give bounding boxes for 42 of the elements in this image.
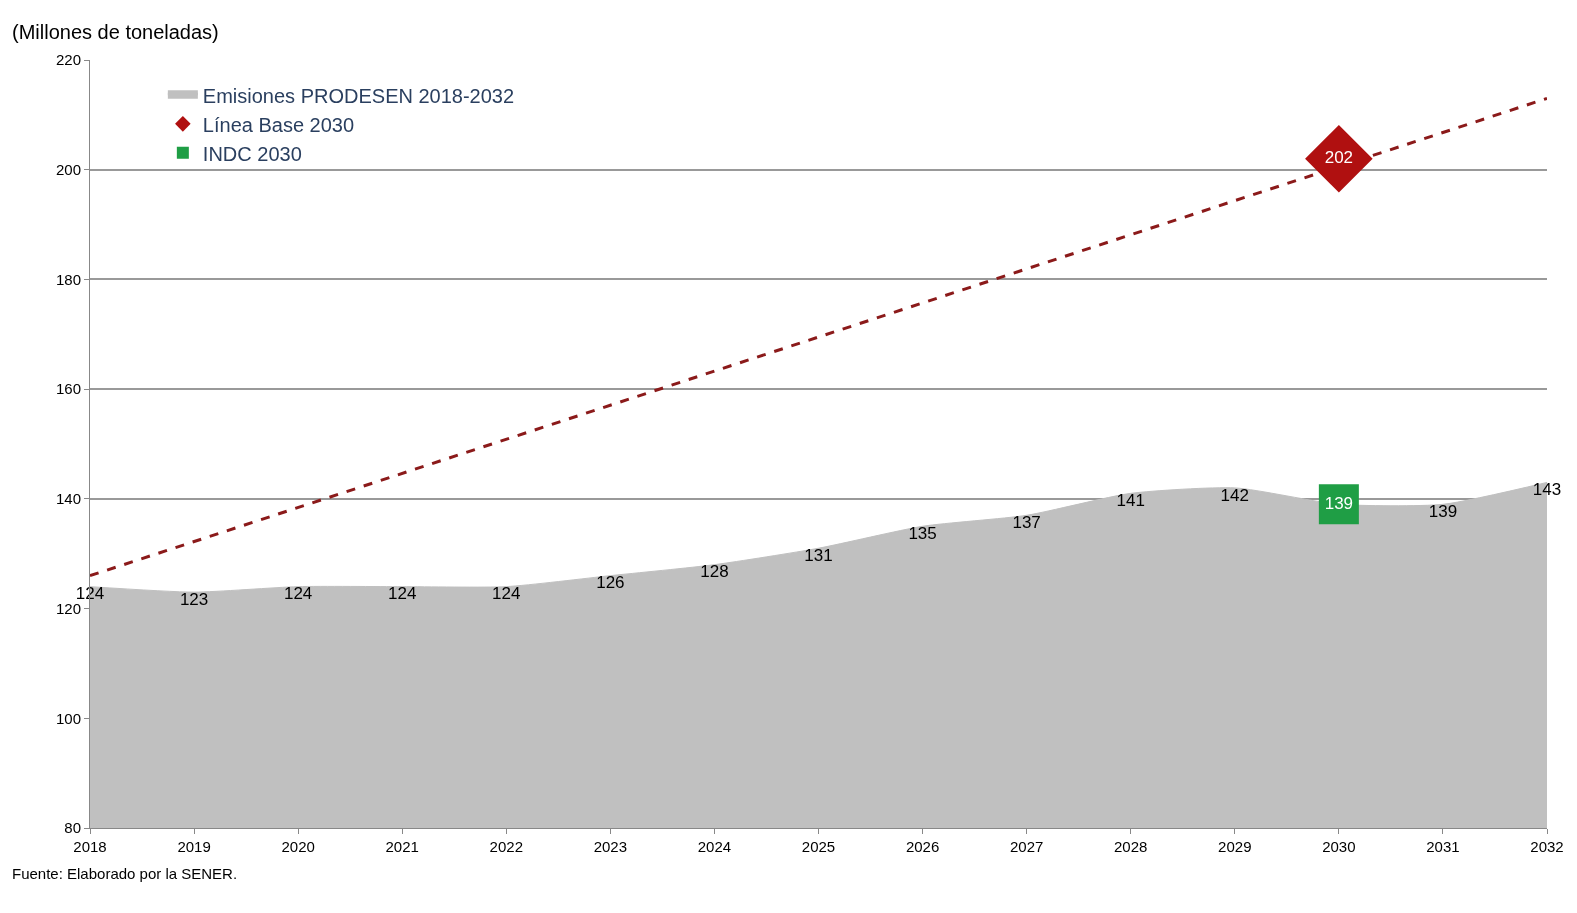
y-tick-label: 140: [55, 490, 81, 508]
x-tick-label: 2032: [1530, 838, 1564, 855]
data-label: 142: [1220, 485, 1249, 505]
legend-label: INDC 2030: [202, 142, 302, 165]
data-label: 124: [283, 584, 313, 604]
data-label: 135: [908, 524, 937, 544]
data-label: 126: [596, 573, 625, 593]
data-label: 143: [1532, 480, 1562, 500]
data-label: 137: [1012, 513, 1041, 533]
x-tick-label: 2020: [281, 838, 315, 855]
data-label: 139: [1428, 502, 1458, 522]
y-tick-label: 180: [55, 270, 81, 288]
x-tick-label: 2028: [1114, 838, 1148, 855]
y-axis-title: (Millones de toneladas): [12, 21, 219, 43]
y-tick-label: 220: [55, 51, 81, 69]
x-tick-label: 2021: [385, 838, 419, 855]
y-tick-label: 160: [55, 380, 81, 398]
source-note: Fuente: Elaborado por la SENER.: [12, 865, 238, 882]
x-tick-label: 2024: [697, 838, 732, 855]
data-label: 124: [492, 584, 521, 604]
x-tick-label: 2018: [73, 838, 107, 855]
x-tick-label: 2025: [801, 838, 836, 855]
data-label: 124: [388, 584, 417, 604]
x-tick-label: 2027: [1009, 838, 1044, 855]
legend-label: Línea Base 2030: [202, 113, 355, 136]
x-tick-label: 2030: [1322, 838, 1356, 855]
x-tick-label: 2031: [1426, 838, 1460, 855]
legend-label: Emisiones PRODESEN 2018-2032: [202, 84, 515, 107]
data-label: 141: [1116, 491, 1145, 511]
x-tick-label: 2026: [905, 838, 940, 855]
x-tick-label: 2019: [177, 838, 211, 855]
data-label: 139: [1324, 493, 1354, 513]
y-tick-label: 200: [55, 160, 81, 178]
x-tick-label: 2023: [593, 838, 628, 855]
data-label: 202: [1324, 147, 1354, 167]
x-tick-label: 2029: [1218, 838, 1252, 855]
data-label: 131: [804, 545, 833, 565]
y-tick-label: 80: [64, 819, 81, 837]
y-tick-label: 100: [55, 709, 81, 727]
x-tick-label: 2022: [489, 838, 523, 855]
data-label: 128: [700, 562, 729, 582]
data-label: 123: [179, 589, 209, 609]
